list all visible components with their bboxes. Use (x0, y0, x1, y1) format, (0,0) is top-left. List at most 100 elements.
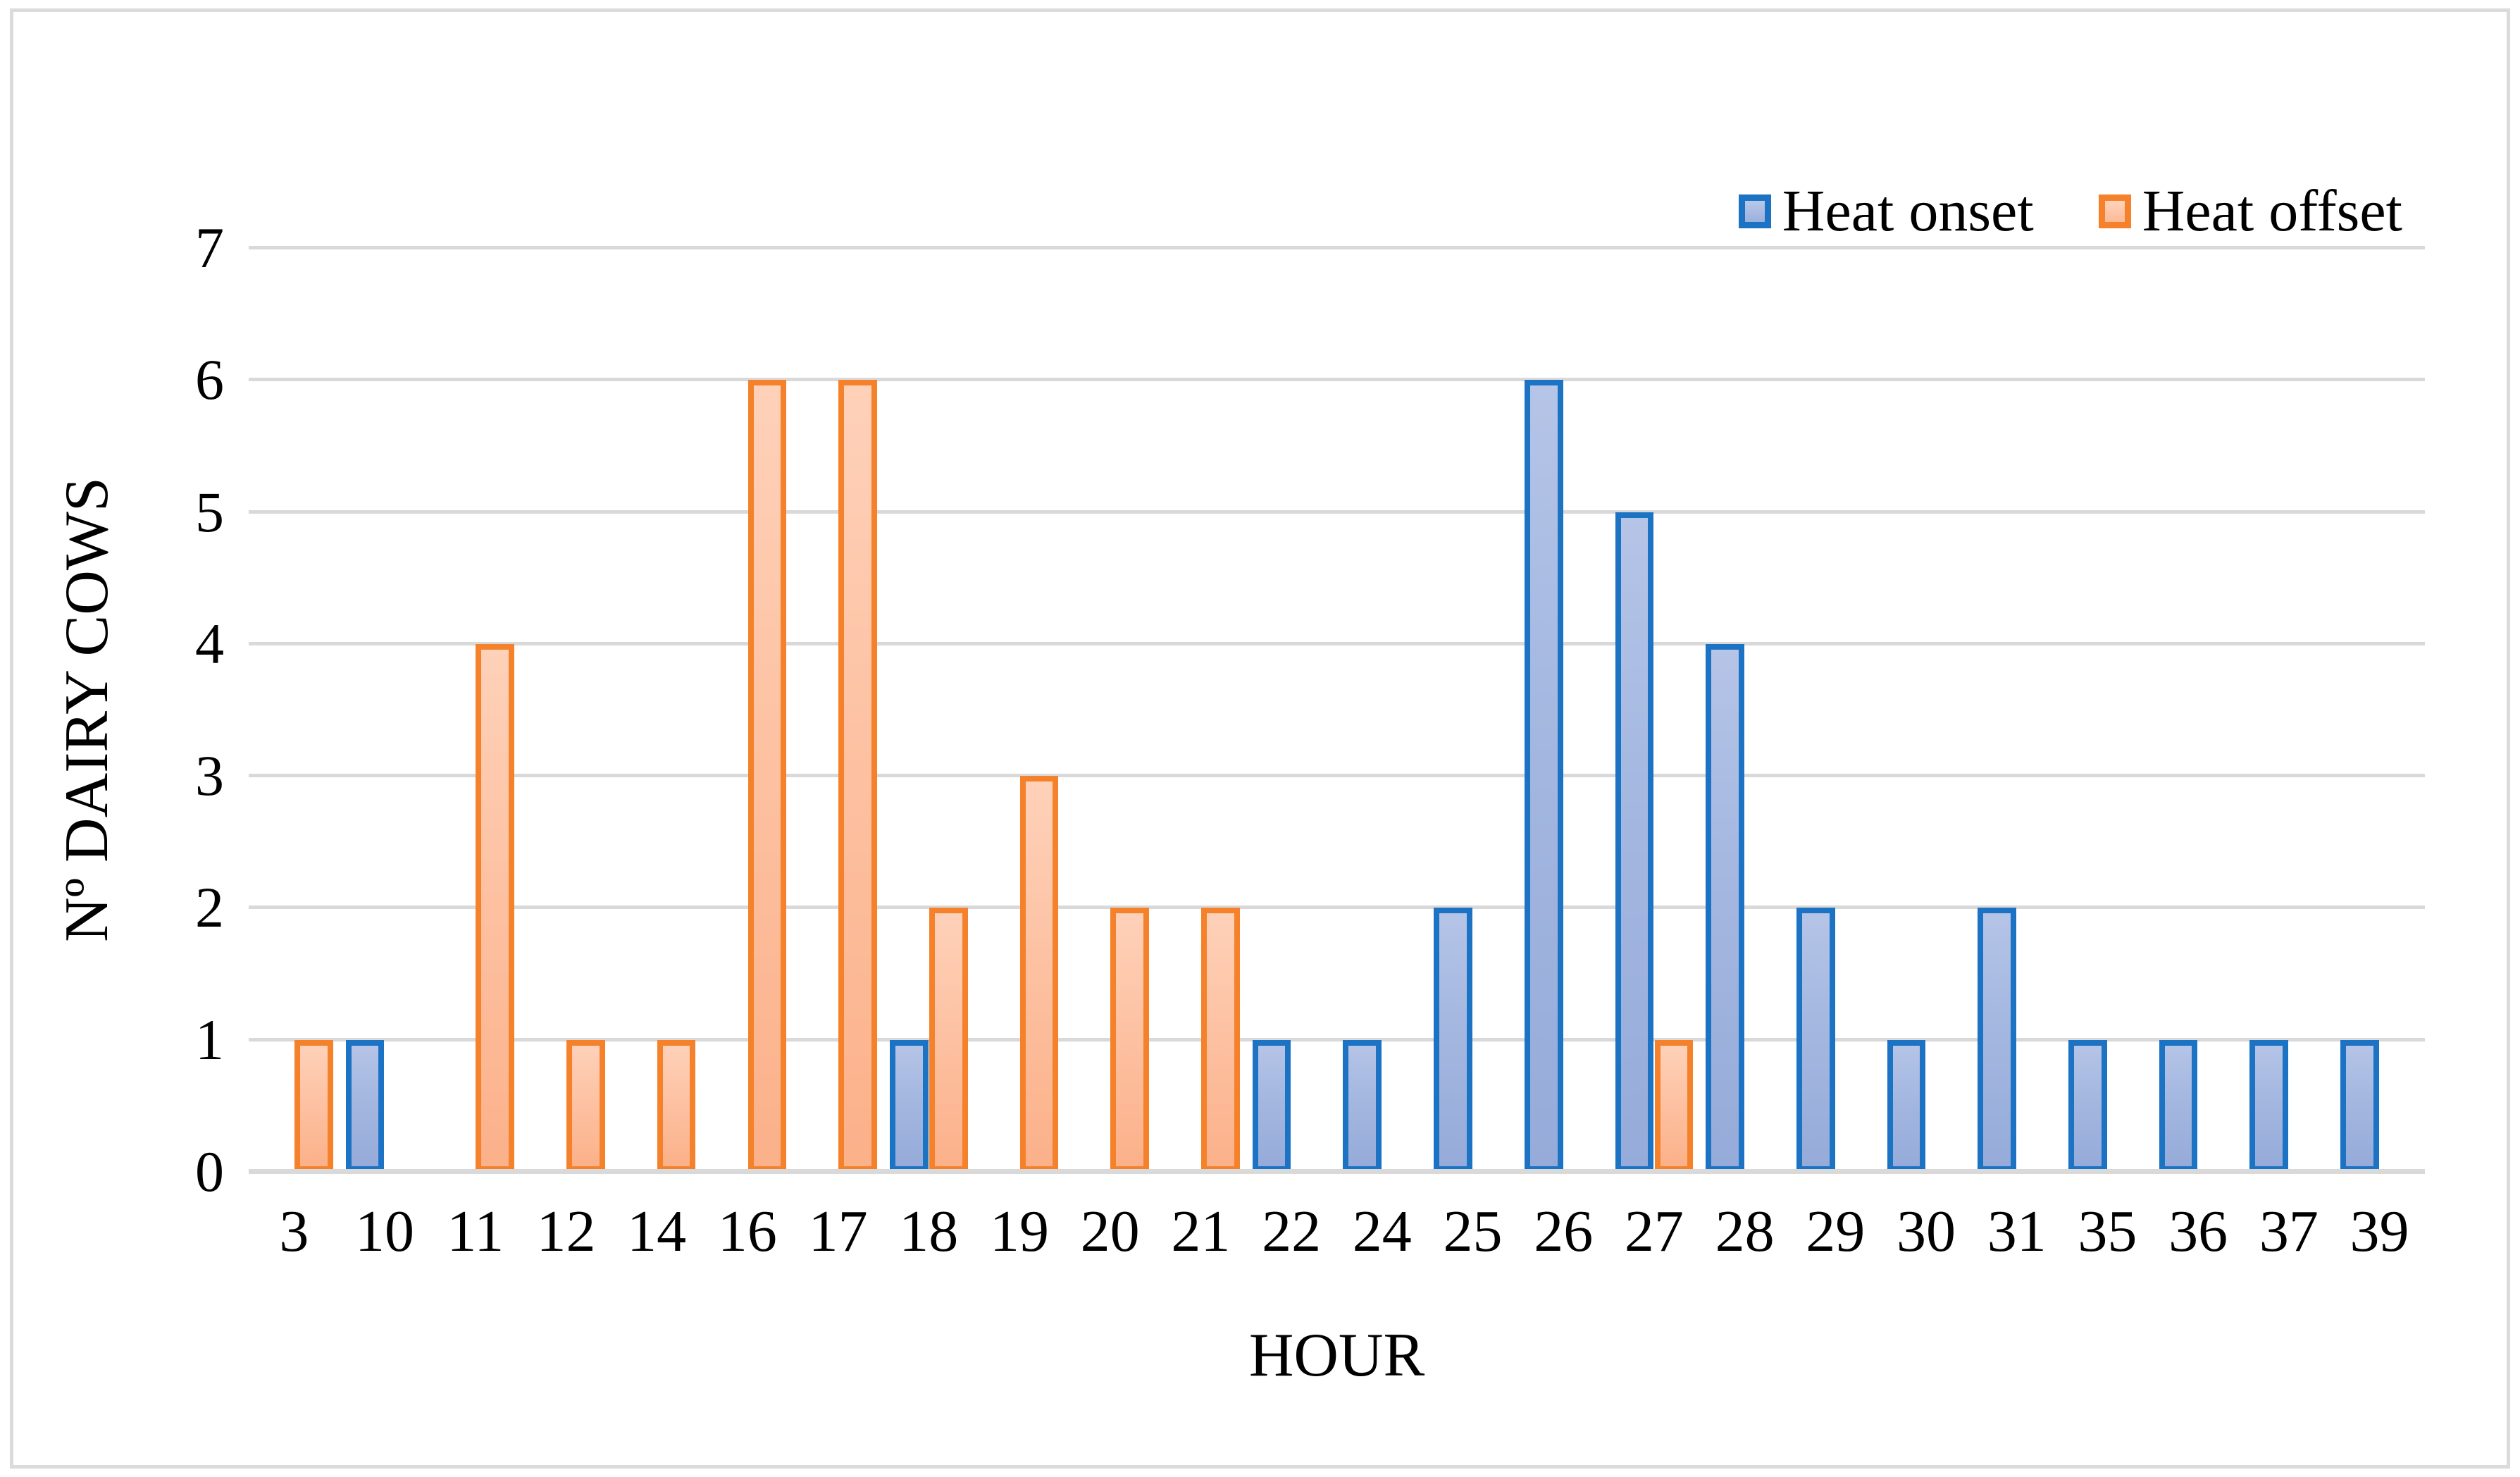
plot-area (249, 246, 2425, 1174)
x-tick-label-28: 28 (1715, 1199, 1775, 1264)
category-20 (1065, 248, 1155, 1172)
bar-heat-onset-hour-35 (2068, 1039, 2107, 1172)
category-18 (883, 248, 974, 1172)
bar-heat-onset-hour-24 (1343, 1039, 1382, 1172)
x-tick-label-37: 37 (2259, 1199, 2319, 1264)
category-22 (1246, 248, 1337, 1172)
category-10 (340, 248, 430, 1172)
bar-heat-offset-hour-27 (1654, 1039, 1694, 1172)
bar-heat-offset-hour-17 (838, 380, 877, 1172)
bar-heat-onset-hour-26 (1524, 380, 1563, 1172)
bar-heat-onset-hour-18 (889, 1039, 929, 1172)
legend-label-heat-onset: Heat onset (1782, 178, 2034, 244)
bar-heat-onset-hour-27 (1615, 512, 1654, 1172)
category-31 (1971, 248, 2062, 1172)
x-axis-line (249, 1169, 2425, 1174)
x-tick-label-24: 24 (1352, 1199, 1412, 1264)
bar-heat-onset-hour-30 (1887, 1039, 1926, 1172)
x-tick-label-36: 36 (2168, 1199, 2228, 1264)
category-12 (521, 248, 612, 1172)
category-25 (1427, 248, 1518, 1172)
bar-heat-offset-hour-19 (1019, 776, 1059, 1172)
bar-heat-onset-hour-22 (1252, 1039, 1291, 1172)
x-tick-label-22: 22 (1262, 1199, 1322, 1264)
x-tick-label-31: 31 (1987, 1199, 2047, 1264)
x-tick-label-29: 29 (1806, 1199, 1866, 1264)
category-11 (430, 248, 521, 1172)
heat-onset-swatch-icon (1738, 194, 1771, 228)
y-tick-label-0: 0 (195, 1139, 224, 1204)
x-tick-label-10: 10 (355, 1199, 415, 1264)
bar-heat-offset-hour-11 (476, 643, 515, 1172)
legend-item-heat-onset: Heat onset (1738, 178, 2034, 244)
y-tick-label-4: 4 (195, 611, 224, 676)
x-tick-label-25: 25 (1443, 1199, 1503, 1264)
x-axis-title: HOUR (1248, 1321, 1425, 1390)
x-tick-label-3: 3 (279, 1199, 309, 1264)
category-24 (1336, 248, 1427, 1172)
x-tick-label-14: 14 (627, 1199, 687, 1264)
legend-label-heat-offset: Heat offset (2142, 178, 2402, 244)
x-tick-label-21: 21 (1171, 1199, 1231, 1264)
bar-heat-offset-hour-3 (294, 1039, 333, 1172)
category-29 (1790, 248, 1881, 1172)
y-tick-label-3: 3 (195, 743, 224, 808)
y-tick-label-6: 6 (195, 347, 224, 412)
category-28 (1699, 248, 1790, 1172)
x-tick-label-12: 12 (536, 1199, 596, 1264)
category-3 (249, 248, 340, 1172)
bar-heat-onset-hour-31 (1978, 908, 2017, 1172)
heat-offset-swatch-icon (2098, 194, 2131, 228)
gridline-y-4 (249, 641, 2425, 645)
gridline-y-1 (249, 1037, 2425, 1042)
x-axis-tick-labels: 3 10 11 12 14 16 17 18 19 20 21 22 24 25 26 27 28 29 30 31 3… (249, 1202, 2425, 1287)
bar-heat-offset-hour-21 (1201, 908, 1240, 1172)
bar-heat-offset-hour-14 (657, 1039, 696, 1172)
gridline-y-3 (249, 774, 2425, 778)
gridline-y-2 (249, 906, 2425, 910)
gridline-y-6 (249, 378, 2425, 382)
category-35 (2062, 248, 2153, 1172)
category-36 (2153, 248, 2244, 1172)
x-tick-label-26: 26 (1534, 1199, 1594, 1264)
x-tick-label-30: 30 (1897, 1199, 1956, 1264)
category-39 (2334, 248, 2425, 1172)
bar-heat-onset-hour-37 (2249, 1039, 2289, 1172)
bar-heat-onset-hour-10 (345, 1039, 385, 1172)
y-tick-label-2: 2 (195, 875, 224, 940)
category-16 (702, 248, 793, 1172)
bar-heat-onset-hour-36 (2159, 1039, 2198, 1172)
bar-series-container (249, 248, 2425, 1172)
bar-heat-onset-hour-25 (1434, 908, 1472, 1172)
bar-heat-offset-hour-12 (566, 1039, 605, 1172)
x-tick-label-35: 35 (2078, 1199, 2137, 1264)
category-17 (793, 248, 883, 1172)
category-26 (1518, 248, 1609, 1172)
x-tick-label-27: 27 (1624, 1199, 1684, 1264)
bar-heat-offset-hour-20 (1110, 908, 1149, 1172)
y-tick-label-7: 7 (195, 216, 224, 280)
x-tick-label-16: 16 (717, 1199, 777, 1264)
x-tick-label-11: 11 (447, 1199, 504, 1264)
category-14 (612, 248, 702, 1172)
x-tick-label-17: 17 (808, 1199, 868, 1264)
y-axis-tick-labels: 0 1 2 3 4 5 6 7 (0, 219, 224, 1201)
category-30 (1881, 248, 1972, 1172)
category-21 (1155, 248, 1246, 1172)
gridline-y-5 (249, 509, 2425, 514)
category-37 (2243, 248, 2334, 1172)
x-tick-label-39: 39 (2350, 1199, 2409, 1264)
bar-heat-onset-hour-28 (1706, 643, 1744, 1172)
legend-item-heat-offset: Heat offset (2098, 178, 2402, 244)
category-19 (974, 248, 1065, 1172)
x-tick-label-20: 20 (1080, 1199, 1140, 1264)
y-tick-label-1: 1 (195, 1007, 224, 1072)
gridline-y-7 (249, 246, 2425, 249)
y-tick-label-5: 5 (195, 479, 224, 544)
category-27 (1609, 248, 1700, 1172)
bar-heat-onset-hour-29 (1796, 908, 1835, 1172)
bar-heat-offset-hour-18 (929, 908, 968, 1172)
chart-legend: Heat onset Heat offset (0, 182, 2402, 241)
bar-heat-offset-hour-16 (747, 380, 787, 1172)
